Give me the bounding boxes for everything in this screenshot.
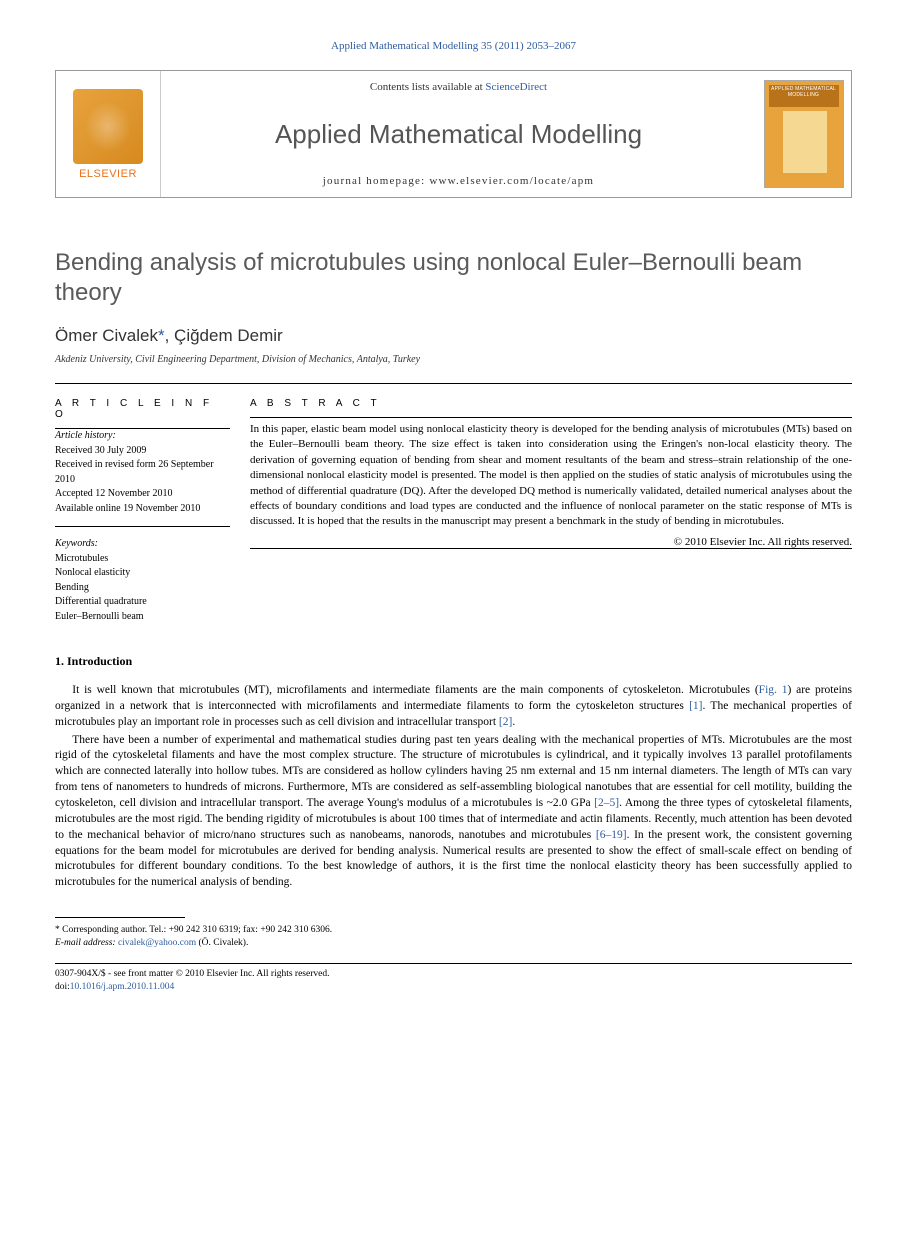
contents-available-line: Contents lists available at ScienceDirec… <box>370 81 547 93</box>
sciencedirect-link[interactable]: ScienceDirect <box>485 81 547 93</box>
article-title: Bending analysis of microtubules using n… <box>55 248 852 308</box>
introduction-body: It is well known that microtubules (MT),… <box>55 683 852 891</box>
corresponding-note: * Corresponding author. Tel.: +90 242 31… <box>55 924 852 951</box>
journal-info-center: Contents lists available at ScienceDirec… <box>161 71 756 197</box>
ref-link[interactable]: [1] <box>689 700 702 712</box>
header-citation: Applied Mathematical Modelling 35 (2011)… <box>55 40 852 52</box>
doi-link[interactable]: 10.1016/j.apm.2010.11.004 <box>70 982 174 992</box>
keyword: Euler–Bernoulli beam <box>55 610 230 625</box>
publisher-name: ELSEVIER <box>79 168 137 180</box>
cover-thumbnail: APPLIED MATHEMATICAL MODELLING <box>764 80 844 188</box>
journal-homepage: journal homepage: www.elsevier.com/locat… <box>323 175 594 187</box>
corresponding-mark: * <box>158 326 165 345</box>
history-received: Received 30 July 2009 <box>55 444 230 459</box>
keyword: Differential quadrature <box>55 595 230 610</box>
bottom-info: 0307-904X/$ - see front matter © 2010 El… <box>55 968 852 995</box>
keyword: Bending <box>55 581 230 596</box>
publisher-logo: ELSEVIER <box>56 71 161 197</box>
email-link[interactable]: civalek@yahoo.com <box>118 938 196 948</box>
footnote-separator <box>55 917 185 918</box>
paragraph: It is well known that microtubules (MT),… <box>55 683 852 731</box>
journal-cover: APPLIED MATHEMATICAL MODELLING <box>756 71 851 197</box>
history-revised: Received in revised form 26 September 20… <box>55 458 230 487</box>
history-online: Available online 19 November 2010 <box>55 502 230 517</box>
article-info-heading: A R T I C L E I N F O <box>55 398 230 420</box>
fig-link[interactable]: Fig. 1 <box>759 684 788 696</box>
keyword: Nonlocal elasticity <box>55 566 230 581</box>
abstract-column: A B S T R A C T In this paper, elastic b… <box>250 384 852 624</box>
article-info-column: A R T I C L E I N F O Article history: R… <box>55 384 250 624</box>
elsevier-tree-icon <box>73 89 143 164</box>
ref-link[interactable]: [2–5] <box>594 797 619 809</box>
abstract-text: In this paper, elastic beam model using … <box>250 422 852 530</box>
section-heading-intro: 1. Introduction <box>55 654 852 669</box>
paragraph: There have been a number of experimental… <box>55 733 852 892</box>
journal-title: Applied Mathematical Modelling <box>275 119 642 150</box>
ref-link[interactable]: [6–19] <box>596 829 627 841</box>
authors: Ömer Civalek*, Çiğdem Demir <box>55 326 852 346</box>
keyword: Microtubules <box>55 552 230 567</box>
history-accepted: Accepted 12 November 2010 <box>55 487 230 502</box>
journal-header: ELSEVIER Contents lists available at Sci… <box>55 70 852 198</box>
abstract-heading: A B S T R A C T <box>250 398 852 409</box>
keywords-label: Keywords: <box>55 537 230 552</box>
copyright: © 2010 Elsevier Inc. All rights reserved… <box>250 536 852 548</box>
affiliation: Akdeniz University, Civil Engineering De… <box>55 354 852 365</box>
history-label: Article history: <box>55 429 230 444</box>
ref-link[interactable]: [2] <box>499 716 512 728</box>
bottom-separator <box>55 963 852 964</box>
